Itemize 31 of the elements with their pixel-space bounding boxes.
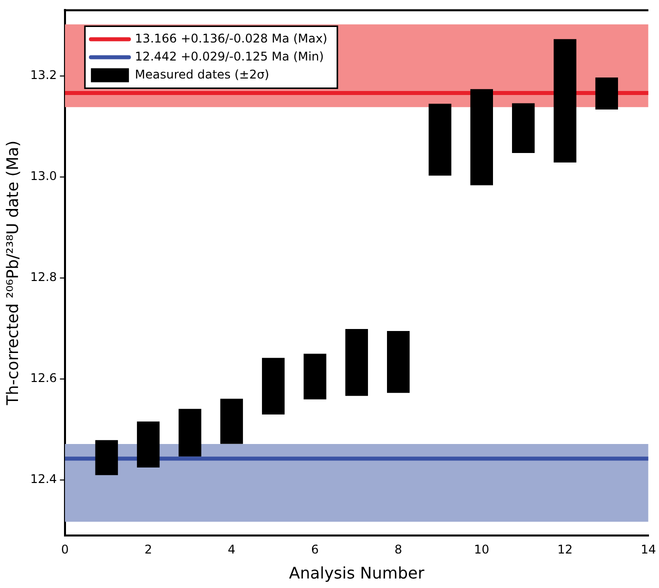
y-tick-label: 13.0 — [30, 168, 57, 183]
bar — [428, 104, 452, 176]
x-axis-title: Analysis Number — [289, 564, 425, 583]
bar — [512, 103, 535, 153]
x-tick-label: 10 — [474, 542, 490, 557]
bar — [304, 354, 326, 400]
x-tick-label: 6 — [311, 542, 319, 557]
y-tick-label: 12.8 — [30, 270, 57, 284]
y-tick-label: 12.4 — [30, 472, 57, 486]
y-axis-title: Th-corrected ²⁰⁶Pb/²³⁸U date (Ma) — [2, 140, 22, 406]
x-tick-label: 0 — [61, 542, 69, 557]
y-tick-label: 12.6 — [30, 370, 57, 385]
legend-label: 13.166 +0.136/-0.028 Ma (Max) — [134, 31, 328, 46]
bar — [554, 39, 576, 163]
x-tick-label: 12 — [557, 542, 573, 557]
bar — [345, 329, 368, 396]
bar — [178, 408, 202, 456]
bar — [595, 78, 618, 110]
legend-label: Measured dates (±2σ) — [134, 67, 270, 82]
bar — [470, 89, 493, 186]
bar — [136, 421, 160, 468]
bar — [386, 331, 410, 393]
y-tick-label: 13.2 — [30, 68, 57, 82]
bar — [220, 398, 243, 444]
x-tick-label: 4 — [228, 542, 236, 557]
legend-label: 12.442 +0.029/-0.125 Ma (Min) — [134, 49, 324, 64]
x-tick-label: 14 — [640, 542, 656, 557]
x-tick-label: 2 — [144, 542, 152, 557]
bar — [262, 358, 285, 415]
bar — [95, 440, 118, 476]
x-tick-label: 8 — [394, 542, 402, 557]
